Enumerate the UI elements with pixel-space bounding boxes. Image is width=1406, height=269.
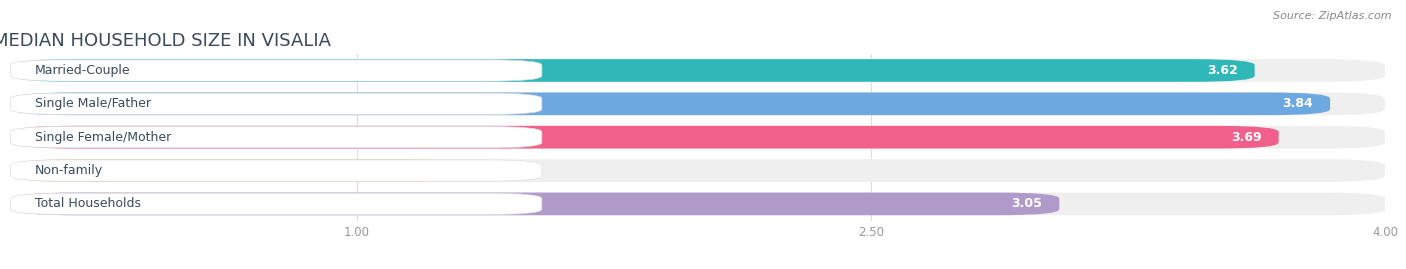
- FancyBboxPatch shape: [11, 160, 541, 181]
- Text: Married-Couple: Married-Couple: [35, 64, 131, 77]
- Text: Non-family: Non-family: [35, 164, 103, 177]
- FancyBboxPatch shape: [11, 193, 541, 215]
- Text: Source: ZipAtlas.com: Source: ZipAtlas.com: [1274, 11, 1392, 21]
- Text: Total Households: Total Households: [35, 197, 141, 210]
- Text: 1.31: 1.31: [486, 164, 515, 177]
- FancyBboxPatch shape: [14, 59, 1385, 82]
- Text: 3.05: 3.05: [1011, 197, 1042, 210]
- FancyBboxPatch shape: [14, 126, 1385, 148]
- Text: 3.62: 3.62: [1206, 64, 1237, 77]
- FancyBboxPatch shape: [14, 93, 1330, 115]
- FancyBboxPatch shape: [14, 126, 1278, 148]
- FancyBboxPatch shape: [14, 193, 1385, 215]
- FancyBboxPatch shape: [11, 126, 541, 148]
- Text: MEDIAN HOUSEHOLD SIZE IN VISALIA: MEDIAN HOUSEHOLD SIZE IN VISALIA: [0, 32, 332, 50]
- Text: Single Female/Mother: Single Female/Mother: [35, 131, 172, 144]
- FancyBboxPatch shape: [14, 193, 1059, 215]
- Text: 3.69: 3.69: [1230, 131, 1261, 144]
- FancyBboxPatch shape: [11, 60, 541, 81]
- FancyBboxPatch shape: [14, 159, 1385, 182]
- Text: Single Male/Father: Single Male/Father: [35, 97, 150, 110]
- FancyBboxPatch shape: [14, 93, 1385, 115]
- FancyBboxPatch shape: [14, 59, 1254, 82]
- Text: 3.84: 3.84: [1282, 97, 1313, 110]
- FancyBboxPatch shape: [14, 159, 463, 182]
- FancyBboxPatch shape: [11, 93, 541, 115]
